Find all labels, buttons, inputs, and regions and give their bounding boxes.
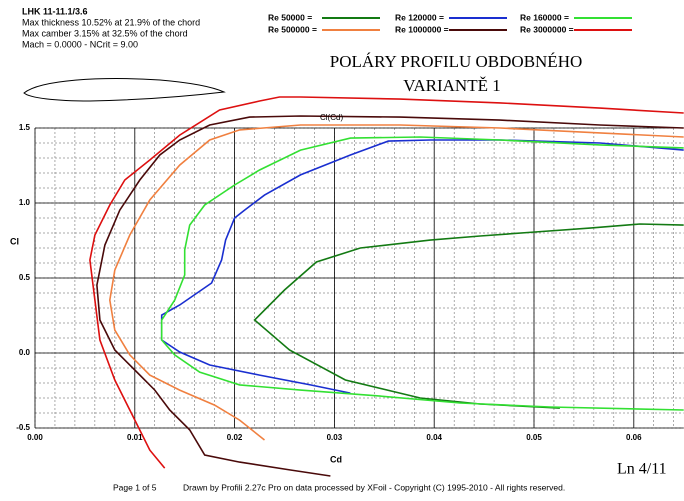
legend: Re 50000 = Re 120000 = Re 160000 = Re 50000… [268,12,632,34]
y-tick-label: 1.5 [19,123,31,132]
y-tick-label: 0.5 [19,273,31,282]
header-line: Max thickness 10.52% at 21.9% of the cho… [22,17,200,27]
chart-subtitle: VARIANTĚ 1 [403,76,500,95]
series-line [96,115,684,477]
legend-label: Re 50000 = [268,12,312,22]
y-axis-label: Cl [10,236,19,246]
x-tick-label: 0.05 [526,433,542,442]
airfoil-outline [23,78,226,102]
footer-line: Ln 4/11 [617,461,667,478]
header-line: Mach = 0.0000 - NCrit = 9.00 [22,39,138,49]
footer-credit: Drawn by Profili 2.27c Pro on data proce… [183,482,565,492]
series-line [253,223,684,409]
series-line [160,136,684,411]
legend-label: Re 120000 = [395,12,444,22]
series-lines [89,96,684,477]
legend-label: Re 500000 = [268,24,317,34]
x-tick-label: 0.06 [626,433,642,442]
series-line [160,139,684,394]
legend-label: Re 160000 = [520,12,569,22]
header-line: LHK 11-11.1/3.6 [22,6,88,16]
x-axis-label: Cd [330,454,342,464]
header-line: Max camber 3.15% at 32.5% of the chord [22,28,188,38]
footer-page: Page 1 of 5 [113,482,157,492]
y-tick-label: 0.0 [19,348,31,357]
x-tick-label: 0.03 [327,433,343,442]
x-tick-label: 0.01 [127,433,143,442]
x-tick-label: 0.00 [27,433,43,442]
x-tick-label: 0.04 [426,433,442,442]
annotation: Cl(Cd) [320,113,343,122]
y-tick-label: -0.5 [16,423,30,432]
y-tick-label: 1.0 [19,198,31,207]
grid: 1.5 1.0 0.5 0.0 -0.50.00 0.01 0.02 0.03 0.04 0.05… [16,123,684,442]
legend-label: Re 1000000 = [395,24,449,34]
series-line [89,96,684,469]
series-line [108,124,684,441]
x-tick-label: 0.02 [227,433,243,442]
chart-title: POLÁRY PROFILU OBDOBNÉHO [330,52,583,71]
legend-label: Re 3000000 = [520,24,574,34]
